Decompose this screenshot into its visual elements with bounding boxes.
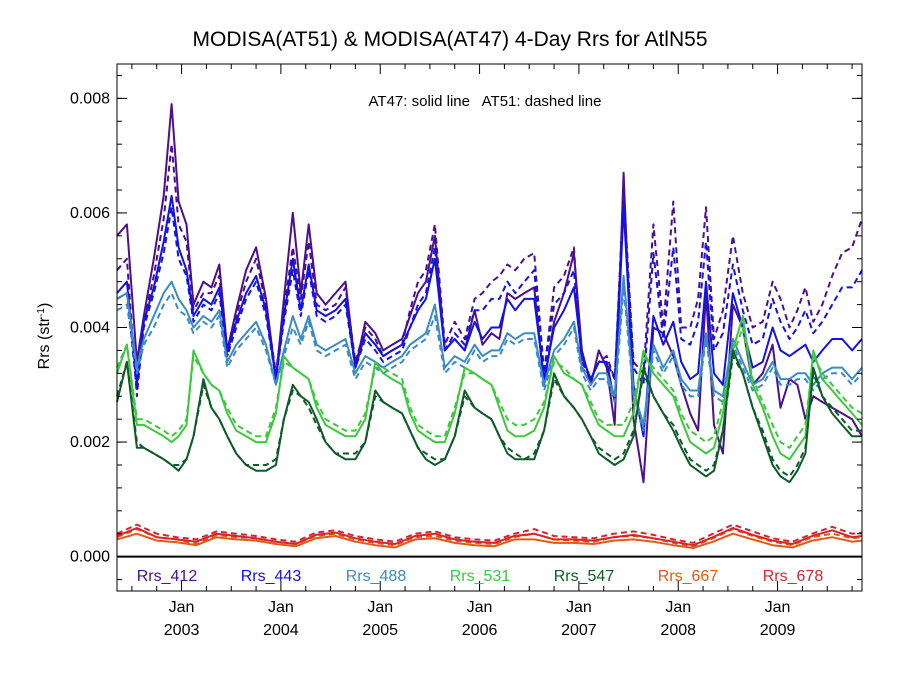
series-line-rrs-678-solid — [116, 527, 863, 547]
x-tick-label-year: 2006 — [462, 622, 498, 639]
series-line-rrs-547-dashed — [116, 355, 862, 478]
series-line-rrs-667-solid — [116, 532, 863, 549]
x-tick-label-year: 2004 — [263, 622, 299, 639]
x-tick-label-year: 2005 — [362, 622, 398, 639]
legend-item-rrs-531: Rrs_531 — [450, 568, 511, 585]
x-tick-label-year: 2008 — [660, 622, 696, 639]
legend-item-rrs-547: Rrs_547 — [554, 568, 615, 585]
y-axis-label: Rrs (str-1) — [36, 303, 54, 370]
y-tick-label: 0.008 — [70, 90, 110, 107]
y-tick-label: 0.002 — [70, 434, 110, 451]
x-tick-label-month: Jan — [765, 599, 791, 616]
y-tick-label: 0.000 — [70, 549, 110, 566]
plot-frame — [116, 63, 863, 592]
x-tick-label-year: 2007 — [561, 622, 597, 639]
line-style-annotation: AT47: solid line AT51: dashed line — [369, 93, 602, 110]
y-tick-label: 0.006 — [70, 205, 110, 222]
series-line-rrs-531-dashed — [116, 326, 863, 449]
x-tick-label-month: Jan — [566, 599, 592, 616]
series-line-rrs-412-dashed — [116, 143, 863, 398]
series-line-rrs-412-solid — [116, 103, 863, 484]
series-line-rrs-678-dashed — [116, 523, 863, 544]
x-tick-label-month: Jan — [665, 599, 691, 616]
y-axis-label-sup: -1 — [36, 308, 47, 317]
series-line-rrs-443-solid — [116, 194, 863, 438]
x-tick-label-year: 2009 — [760, 622, 796, 639]
x-tick-label-month: Jan — [467, 599, 493, 616]
y-axis-label-text: Rrs (str — [36, 316, 53, 369]
chart-title: MODISA(AT51) & MODISA(AT47) 4-Day Rrs fo… — [192, 28, 708, 51]
series-line-rrs-488-dashed — [116, 286, 863, 432]
legend-item-rrs-667: Rrs_667 — [658, 568, 719, 585]
x-tick-label-month: Jan — [268, 599, 294, 616]
legend-item-rrs-412: Rrs_412 — [137, 568, 198, 585]
legend-item-rrs-443: Rrs_443 — [241, 568, 302, 585]
legend-item-rrs-678: Rrs_678 — [763, 568, 824, 585]
y-tick-label: 0.004 — [70, 320, 110, 337]
legend: Rrs_412 Rrs_443 Rrs_488 Rrs_531 Rrs_547 Rrs_6… — [137, 568, 824, 585]
series-lines — [116, 103, 863, 549]
axis-ticks: 0.000 0.002 0.004 0.006 0.008 Jan 2003 Jan 2004 J… — [70, 64, 862, 639]
series-line-rrs-443-dashed — [116, 200, 863, 392]
x-tick-label-month: Jan — [367, 599, 393, 616]
legend-item-rrs-488: Rrs_488 — [346, 568, 407, 585]
x-tick-label-month: Jan — [169, 599, 195, 616]
x-tick-label-year: 2003 — [164, 622, 200, 639]
y-axis-label-close: ) — [36, 303, 53, 308]
